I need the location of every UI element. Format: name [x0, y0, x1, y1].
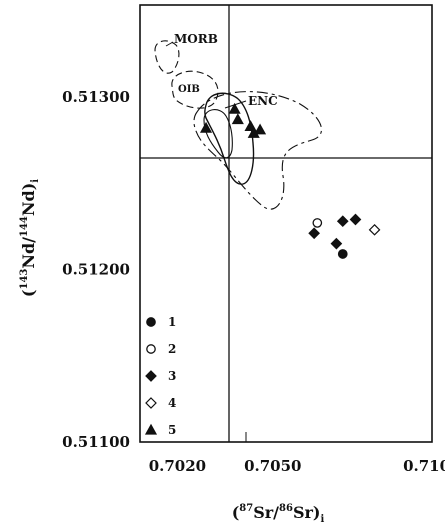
plot-frame	[139, 4, 433, 443]
enc-field-outline-inner	[203, 109, 233, 159]
data-point-series-3	[308, 227, 320, 240]
y-tick-label: 0.51300	[62, 88, 130, 106]
x-axis-title: (87Sr/86Sr)i	[232, 503, 325, 525]
data-marks	[199, 102, 381, 259]
data-point-series-1	[337, 249, 348, 259]
data-point-series-4	[368, 223, 381, 236]
data-point-series-3	[349, 213, 362, 226]
y-axis-title: (143Nd/144Nd)i	[19, 179, 41, 297]
legend-marker-2	[146, 344, 156, 354]
legend-label-3: 3	[168, 369, 176, 383]
legend-marker-4	[145, 397, 157, 409]
data-point-series-2	[312, 218, 323, 228]
oib-field-label: OIB	[178, 84, 200, 95]
y-tick-label: 0.51100	[62, 433, 130, 451]
legend: 1 2 3 4 5	[144, 315, 176, 437]
data-point-series-5	[231, 113, 244, 125]
legend-marker-3	[145, 370, 157, 382]
legend-marker-1	[146, 317, 156, 327]
morb-field-outline	[154, 40, 180, 74]
legend-marker-5	[144, 423, 158, 435]
enc-field-outline	[204, 92, 255, 185]
x-tick-label: 0.7020	[149, 457, 206, 475]
legend-label-5: 5	[168, 423, 176, 437]
y-tick-label: 0.51200	[62, 261, 130, 279]
morb-label-leader	[165, 41, 174, 47]
data-point-series-5	[228, 102, 241, 114]
oib-field-outline	[171, 70, 219, 109]
legend-label-1: 1	[168, 315, 176, 329]
data-point-series-5	[254, 123, 267, 135]
x-tick-label: 0.7050	[244, 457, 301, 475]
legend-label-4: 4	[168, 396, 176, 410]
data-point-series-5	[199, 121, 213, 133]
data-point-series-3	[330, 237, 343, 250]
mantle-array-outline	[193, 91, 323, 210]
data-point-series-3	[336, 215, 349, 228]
legend-label-2: 2	[168, 342, 176, 356]
morb-field-label: MORB	[174, 32, 218, 46]
enc-field-label: ENC	[248, 94, 278, 108]
